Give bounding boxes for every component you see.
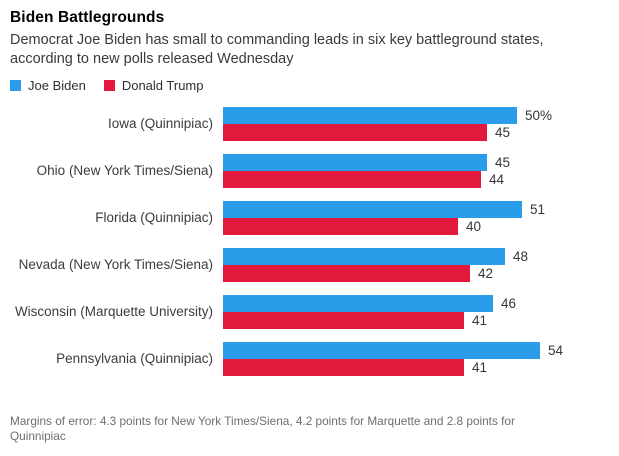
bar-value-label: 40 [466, 219, 482, 234]
bar-value-label: 46 [501, 296, 517, 311]
bar-line: 40 [223, 218, 609, 235]
bar-line: 45 [223, 154, 609, 171]
bar-group: 51 40 [223, 201, 609, 235]
donald-trump-bar [223, 359, 464, 376]
chart-row: Florida (Quinnipiac) 51 40 [10, 201, 609, 235]
bar-value-label: 45 [495, 155, 511, 170]
bar-value-label: 48 [513, 249, 529, 264]
chart-subtitle: Democrat Joe Biden has small to commandi… [10, 32, 544, 67]
bar-value-label: 41 [472, 360, 488, 375]
category-label: Pennsylvania (Quinnipiac) [56, 351, 213, 366]
bar-line: 48 [223, 248, 609, 265]
joe-biden-bar [223, 295, 493, 312]
legend-item-joe-biden: Joe Biden [10, 78, 86, 93]
donald-trump-bar [223, 265, 470, 282]
bar-line: 41 [223, 359, 609, 376]
category-label: Iowa (Quinnipiac) [107, 116, 213, 131]
category-label: Wisconsin (Marquette University) [14, 304, 213, 319]
legend-swatch-icon [103, 79, 115, 91]
bar-line: 42 [223, 265, 609, 282]
chart-row: Pennsylvania (Quinnipiac) 54 41 [10, 342, 609, 376]
bar-group: 54 41 [223, 342, 609, 376]
bar-group: 45 44 [223, 154, 609, 188]
donald-trump-bar [223, 312, 464, 329]
footnote: Margins of error: 4.3 points for New Yor… [10, 414, 515, 443]
joe-biden-bar [223, 248, 505, 265]
chart-row: Ohio (New York Times/Siena) 45 44 [10, 154, 609, 188]
joe-biden-bar [223, 154, 487, 171]
legend-item-donald-trump: Donald Trump [103, 77, 204, 93]
chart-row: Nevada (New York Times/Siena) 48 42 [10, 248, 609, 282]
bar-line: 54 [223, 342, 609, 359]
category-label: Florida (Quinnipiac) [95, 210, 213, 225]
bar-value-label: 50% [525, 108, 553, 123]
bar-value-label: 44 [489, 172, 505, 187]
category-label: Nevada (New York Times/Siena) [18, 257, 213, 272]
bar-line: 46 [223, 295, 609, 312]
bar-value-label: 51 [530, 202, 546, 217]
bar-value-label: 42 [478, 266, 494, 281]
bar-value-label: 41 [472, 313, 488, 328]
chart-row: Iowa (Quinnipiac) 50% 45 [10, 107, 609, 141]
bar-line: 44 [223, 171, 609, 188]
bar-line: 51 [223, 201, 609, 218]
chart-title: Biden Battlegrounds [10, 9, 165, 26]
bar-group: 50% 45 [223, 107, 609, 141]
legend: Joe Biden Donald Trump [10, 77, 609, 93]
legend-label: Joe Biden [28, 77, 86, 93]
chart-row: Wisconsin (Marquette University) 46 41 [10, 295, 609, 329]
bar-line: 41 [223, 312, 609, 329]
joe-biden-bar [223, 201, 522, 218]
bar-value-label: 45 [495, 125, 511, 140]
bar-value-label: 54 [548, 343, 564, 358]
chart: Iowa (Quinnipiac) 50% 45 Ohio (New York Tim… [10, 107, 609, 376]
joe-biden-bar [223, 342, 540, 359]
bar-line: 45 [223, 124, 609, 141]
donald-trump-bar [223, 171, 481, 188]
bar-group: 48 42 [223, 248, 609, 282]
bar-group: 46 41 [223, 295, 609, 329]
joe-biden-bar [223, 107, 517, 124]
bar-line: 50% [223, 107, 609, 124]
donald-trump-bar [223, 124, 487, 141]
donald-trump-bar [223, 218, 458, 235]
category-label: Ohio (New York Times/Siena) [36, 163, 213, 178]
legend-label: Donald Trump [121, 77, 204, 93]
legend-swatch-icon [10, 79, 21, 91]
